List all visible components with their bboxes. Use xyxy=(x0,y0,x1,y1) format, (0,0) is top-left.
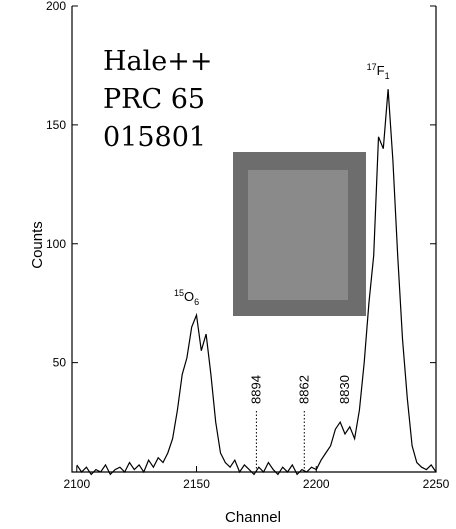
y-tick-label: 200 xyxy=(46,0,66,13)
y-axis-label: Counts xyxy=(29,221,46,269)
x-tick-label: 2250 xyxy=(423,477,450,491)
y-tick-label: 150 xyxy=(46,118,66,132)
peak-label: 17F1 xyxy=(367,62,390,81)
x-tick-label: 2150 xyxy=(183,477,210,491)
note-line: 015801 xyxy=(103,122,206,153)
x-tick-label: 2100 xyxy=(63,477,90,491)
x-axis-label: Channel xyxy=(225,509,281,526)
marker-label: 8894 xyxy=(248,375,263,404)
x-tick-label: 2200 xyxy=(303,477,330,491)
y-tick-label: 50 xyxy=(53,356,67,370)
peak-index: 1 xyxy=(385,71,390,81)
marker-label: 8862 xyxy=(296,375,311,404)
y-tick-label: 100 xyxy=(46,237,66,251)
note-line: Hale++ xyxy=(103,46,213,77)
marker-label: 8830 xyxy=(337,375,352,404)
photo-detail xyxy=(248,170,348,300)
peak-index: 6 xyxy=(194,297,199,307)
plot-frame xyxy=(71,6,437,473)
peak-mass: 17 xyxy=(367,62,377,72)
note-line: PRC 65 xyxy=(103,84,205,115)
peak-mass: 15 xyxy=(174,288,184,298)
peak-symbol: O xyxy=(184,289,194,304)
peak-label: 15O6 xyxy=(174,288,199,307)
peak-symbol: F xyxy=(377,63,385,78)
